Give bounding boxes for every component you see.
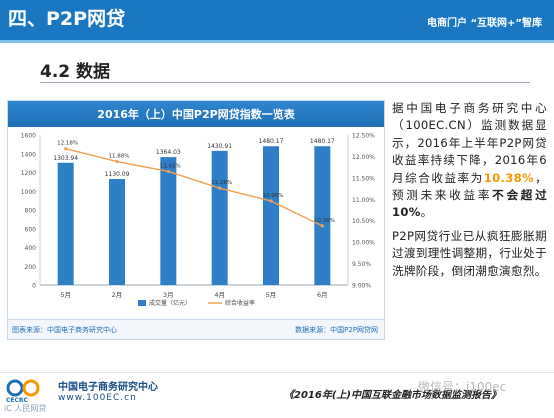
corner-watermark: iC 人民网贷 (4, 404, 47, 413)
rate-highlight: 10.38% (483, 170, 534, 185)
footer: CECRC 中国电子商务研究中心 www.100EC.cn 《2016年(上)中… (0, 372, 554, 418)
chart-svg: 0 200 400 600 800 1000 1200 1400 1600 9.00% 9.50% 1… (21, 133, 375, 308)
commentary-paragraph-2: P2P网贷行业已从疯狂膨胀期过渡到理性调整期，行业处于洗牌阶段，倒闭潮愈演愈烈。 (392, 228, 547, 278)
bar-value-label: 1130.09 (105, 171, 130, 178)
bar-value-label: 1430.91 (207, 143, 232, 150)
x-tick-label: 5月 (60, 291, 71, 299)
y-left-tick-label: 1000 (21, 189, 36, 196)
header-bar: 四、P2P网贷 电商门户 “互联网+”智库 (0, 0, 554, 40)
header-tagline: 电商门户 “互联网+”智库 (426, 18, 542, 29)
forecast-highlight: 不会超过10% (392, 188, 547, 220)
y-left-tick-label: 800 (25, 208, 37, 215)
y-left-tick-label: 400 (25, 245, 37, 252)
rate-value-label: 10.96% (263, 193, 284, 199)
x-tick-label: 2月 (112, 291, 123, 299)
rate-point (64, 147, 68, 151)
chart-brand-note: 数据来源：中国P2P网贷网 (295, 326, 378, 334)
org-name: 中国电子商务研究中心 (58, 382, 158, 393)
commentary-text: 据中国电子商务研究中心（100EC.CN）监测数据显示，2016年上半年P2P网… (392, 101, 547, 185)
y-right-tick-label: 11.50% (352, 175, 375, 182)
bar-value-label: 1364.03 (156, 149, 181, 156)
commentary-text: ，预测未来收益率 (392, 170, 547, 203)
rate-value-label: 11.65% (160, 163, 181, 169)
commentary: 据中国电子商务研究中心（100EC.CN）监测数据显示，2016年上半年P2P网… (392, 100, 547, 286)
bar (57, 162, 74, 285)
y-left-tick-label: 1600 (21, 133, 36, 140)
x-tick-label: 3月 (163, 291, 174, 299)
bar (263, 146, 279, 285)
y-right-tick-label: 11.00% (352, 197, 375, 204)
y-left-tick-label: 1400 (21, 151, 36, 158)
chart-footer: 图表来源：中国电子商务研究中心 数据来源：中国P2P网贷网 (8, 319, 384, 339)
commentary-paragraph-1: 据中国电子商务研究中心（100EC.CN）监测数据显示，2016年上半年P2P网… (392, 100, 547, 222)
y-right-tick-label: 10.00% (352, 240, 375, 247)
bar-value-label: 1480.17 (310, 138, 335, 145)
x-tick-label: 5月 (266, 291, 277, 299)
y-left-tick-label: 600 (25, 226, 37, 233)
logo-caption: CECRC (6, 397, 28, 404)
legend-line-label: 综合收益率 (225, 299, 255, 307)
rate-point (166, 169, 170, 174)
x-tick-label: 4月 (214, 291, 225, 299)
chart-banner: 2016年（上）中国P2P网贷指数一览表 (8, 101, 384, 127)
y-left-tick-label: 0 (32, 283, 36, 290)
bar (160, 157, 177, 285)
y-left-tick-label: 1200 (21, 170, 36, 177)
y-right-tick-label: 9.50% (352, 261, 371, 268)
bar-value-label: 1480.17 (259, 138, 284, 145)
wechat-watermark: 微信号：i100ec (418, 380, 507, 394)
rate-value-label: 10.38% (314, 218, 335, 224)
page-title: 4.2 数据 (40, 62, 111, 82)
rate-value-label: 11.88% (109, 154, 130, 160)
cecrc-logo-icon (6, 379, 40, 397)
rate-point (218, 186, 222, 190)
rate-point (115, 159, 119, 164)
title-underline (40, 82, 530, 83)
bar (211, 150, 228, 285)
y-right-tick-label: 12.50% (352, 133, 375, 140)
header-divider (0, 40, 554, 43)
chart-panel: 2016年（上）中国P2P网贷指数一览表 0 200 400 600 800 1000 12… (7, 100, 385, 340)
report-title: 《2016年(上)中国互联金融市场数据监测报告》 (284, 386, 501, 401)
org-url: www.100EC.cn (58, 393, 137, 403)
chart-source-note: 图表来源：中国电子商务研究中心 (12, 326, 117, 334)
legend-bar-swatch (138, 300, 146, 306)
rate-series-line (65, 148, 323, 227)
rate-value-label: 12.18% (57, 141, 78, 147)
y-right-tick-label: 9.00% (352, 283, 371, 290)
rate-value-label: 11.26% (211, 180, 232, 186)
report-title-head: 《2016年(上)中国互联 (284, 390, 391, 401)
x-tick-label: 6月 (317, 291, 328, 299)
rate-point (269, 199, 273, 203)
report-title-tail: 金融市场数据监测报告》 (390, 390, 501, 401)
legend-bar-label: 成交量（亿元） (149, 299, 191, 307)
bar (314, 146, 331, 285)
bar-value-label: 1303.94 (53, 155, 78, 162)
rate-point (320, 224, 324, 228)
y-left-tick-label: 200 (25, 264, 37, 271)
y-right-tick-label: 12.00% (352, 154, 375, 161)
commentary-text: 。 (420, 205, 433, 220)
y-right-tick-label: 10.50% (352, 218, 375, 225)
section-heading: 四、P2P网贷 (8, 8, 126, 30)
bar (109, 179, 125, 285)
chart-title: 2016年（上）中国P2P网贷指数一览表 (97, 108, 295, 121)
